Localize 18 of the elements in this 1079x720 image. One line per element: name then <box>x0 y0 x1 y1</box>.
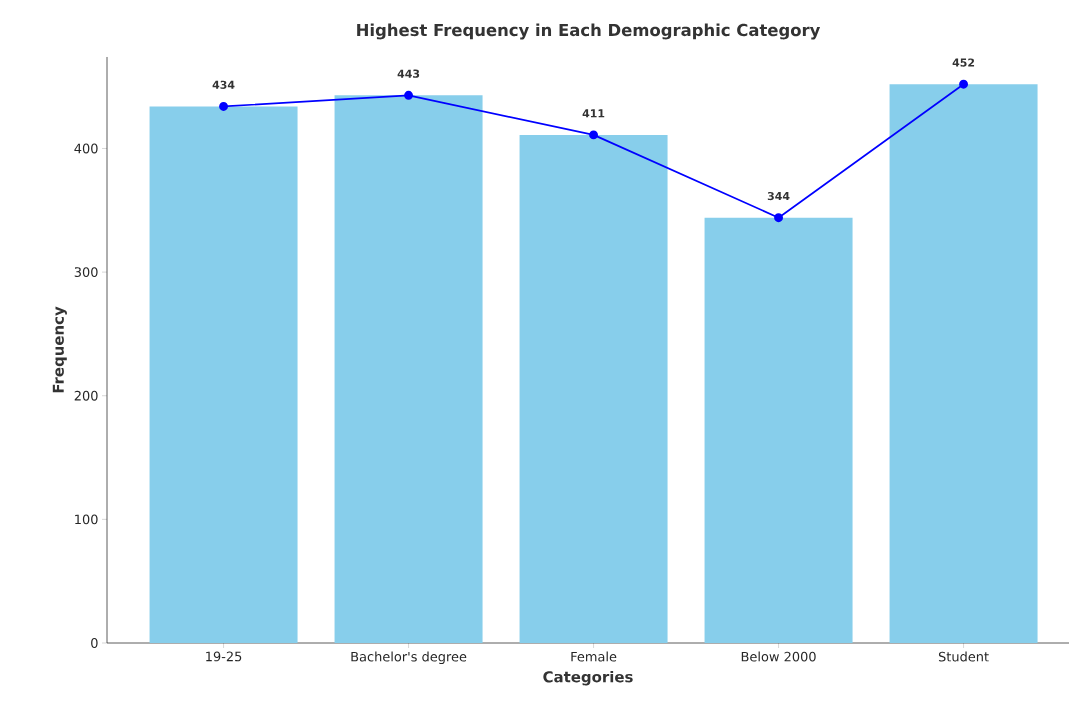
y-tick-label: 400 <box>74 143 98 154</box>
data-label: 452 <box>952 58 975 67</box>
data-label: 344 <box>767 191 790 201</box>
y-tick-label: 100 <box>75 514 98 525</box>
y-tick-label: 300 <box>74 267 98 278</box>
y-tick-label: 200 <box>74 390 98 401</box>
x-axis-title: Categories <box>543 670 633 686</box>
x-tick-label: Student <box>938 651 989 662</box>
data-label: 411 <box>582 109 605 118</box>
data-label: 434 <box>212 80 235 89</box>
x-tick-label: Female <box>571 651 617 662</box>
y-axis-title: Frequency <box>52 306 67 393</box>
data-label: 443 <box>397 69 420 78</box>
x-tick-label: Below 2000 <box>741 651 816 662</box>
x-tick-label: Bachelor's degree <box>351 651 467 665</box>
y-tick-label: 0 <box>91 638 98 648</box>
x-tick-label: 19-25 <box>206 651 242 662</box>
chart-title: Highest Frequency in Each Demographic Category <box>357 23 821 40</box>
